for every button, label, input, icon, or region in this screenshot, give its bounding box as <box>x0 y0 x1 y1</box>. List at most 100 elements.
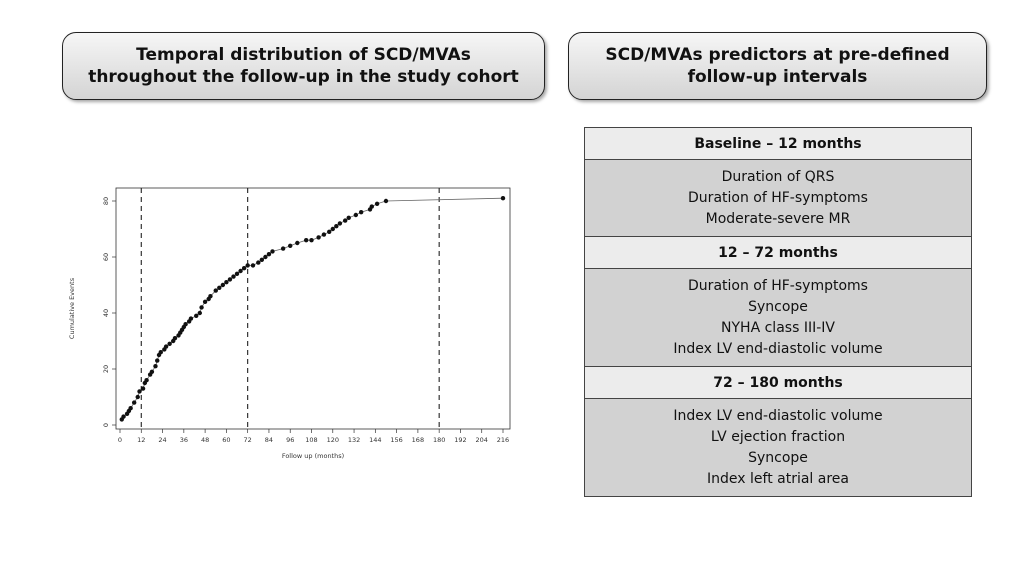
y-axis-label: Cumulative Events <box>68 277 76 339</box>
event-point <box>342 218 348 223</box>
event-point <box>330 226 335 232</box>
x-tick-label: 36 <box>180 436 188 444</box>
event-point <box>128 406 133 411</box>
interval-header: Baseline – 12 months <box>585 128 971 160</box>
event-point <box>295 240 300 246</box>
left-panel-title: Temporal distribution of SCD/MVAs throug… <box>62 32 545 100</box>
x-tick-label: 72 <box>244 436 252 444</box>
event-point <box>256 260 261 265</box>
right-panel-title: SCD/MVAs predictors at pre-defined follo… <box>568 32 987 100</box>
event-point <box>202 299 208 304</box>
y-tick-label: 0 <box>102 423 110 427</box>
predictor-item: Moderate-severe MR <box>705 211 851 227</box>
x-tick-label: 216 <box>497 436 509 444</box>
x-tick-label: 0 <box>118 436 122 444</box>
event-point <box>172 336 178 341</box>
event-point <box>199 305 204 310</box>
x-tick-label: 120 <box>327 436 339 444</box>
predictor-table: Baseline – 12 months Duration of QRS Durat… <box>584 127 972 497</box>
event-point <box>334 224 339 229</box>
x-tick-label: 132 <box>348 436 360 444</box>
event-point <box>369 204 374 209</box>
predictor-item: NYHA class III-IV <box>721 320 835 336</box>
x-tick-label: 144 <box>369 436 381 444</box>
event-point <box>197 310 202 316</box>
x-tick-label: 108 <box>305 436 317 444</box>
event-point <box>288 243 293 248</box>
event-point <box>149 369 155 374</box>
x-tick-label: 168 <box>412 436 424 444</box>
predictor-item: Duration of HF-symptoms <box>688 190 868 206</box>
x-tick-label: 156 <box>390 436 402 444</box>
event-point <box>270 249 275 254</box>
predictor-item: Syncope <box>748 299 808 315</box>
event-point <box>217 285 222 290</box>
interval-predictors: Duration of HF-symptoms Syncope NYHA class… <box>585 269 971 367</box>
event-point <box>208 294 213 299</box>
event-point <box>374 201 380 206</box>
event-point <box>250 263 256 268</box>
y-tick-label: 60 <box>102 253 110 261</box>
event-point <box>167 341 172 346</box>
cumulative-events-line <box>121 197 504 420</box>
event-point <box>158 350 163 355</box>
event-point <box>183 322 188 327</box>
event-point <box>280 246 286 251</box>
event-point <box>346 215 351 220</box>
predictor-item: Index LV end-diastolic volume <box>673 408 883 424</box>
event-point <box>263 254 268 260</box>
event-point <box>213 288 218 293</box>
event-point <box>259 257 265 262</box>
predictor-item: Duration of QRS <box>721 169 835 185</box>
event-point <box>358 210 364 215</box>
event-point <box>121 414 126 419</box>
y-tick-label: 80 <box>102 197 110 205</box>
event-point <box>131 400 137 405</box>
event-point <box>309 238 314 243</box>
event-point <box>163 344 169 349</box>
event-point <box>316 235 321 240</box>
plot-frame <box>115 187 511 430</box>
event-point <box>224 280 229 285</box>
event-point <box>241 266 247 271</box>
predictor-item: LV ejection fraction <box>710 429 846 445</box>
interval-header: 12 – 72 months <box>585 237 971 269</box>
x-tick-label: 48 <box>201 436 209 444</box>
x-tick-label: 204 <box>476 436 488 444</box>
event-point <box>266 252 272 257</box>
predictor-item: Syncope <box>748 450 808 466</box>
event-point <box>135 394 140 400</box>
x-tick-label: 84 <box>265 436 273 444</box>
event-point <box>155 358 160 363</box>
predictor-item: Index left atrial area <box>707 471 849 487</box>
interval-predictors: Index LV end-diastolic volume LV ejection… <box>585 399 971 496</box>
x-tick-label: 180 <box>433 436 445 444</box>
event-point <box>353 212 359 218</box>
event-point <box>140 386 146 391</box>
event-point <box>227 277 233 282</box>
event-point <box>153 364 158 369</box>
x-axis-label: Follow up (months) <box>282 452 344 460</box>
event-point <box>220 282 226 288</box>
x-tick-label: 96 <box>286 436 294 444</box>
event-point <box>137 389 142 394</box>
event-point <box>188 316 194 321</box>
x-tick-label: 60 <box>222 436 230 444</box>
interval-header: 72 – 180 months <box>585 367 971 399</box>
event-point <box>245 263 250 268</box>
event-point <box>234 271 240 276</box>
event-point <box>231 274 236 279</box>
event-point <box>303 238 309 243</box>
x-tick-label: 24 <box>158 436 166 444</box>
event-point <box>327 229 332 234</box>
y-tick-label: 20 <box>102 365 110 373</box>
predictor-item: Index LV end-diastolic volume <box>673 341 883 357</box>
x-tick-label: 12 <box>137 436 145 444</box>
event-point <box>383 198 389 204</box>
event-point <box>337 221 343 226</box>
predictor-item: Duration of HF-symptoms <box>688 278 868 294</box>
y-tick-label: 40 <box>102 309 110 317</box>
x-tick-label: 192 <box>454 436 466 444</box>
cumulative-events-chart: 0 12 24 36 48 60 72 84 96 108 120 132 144 156 168 180 19… <box>68 187 511 460</box>
event-point <box>321 232 327 237</box>
